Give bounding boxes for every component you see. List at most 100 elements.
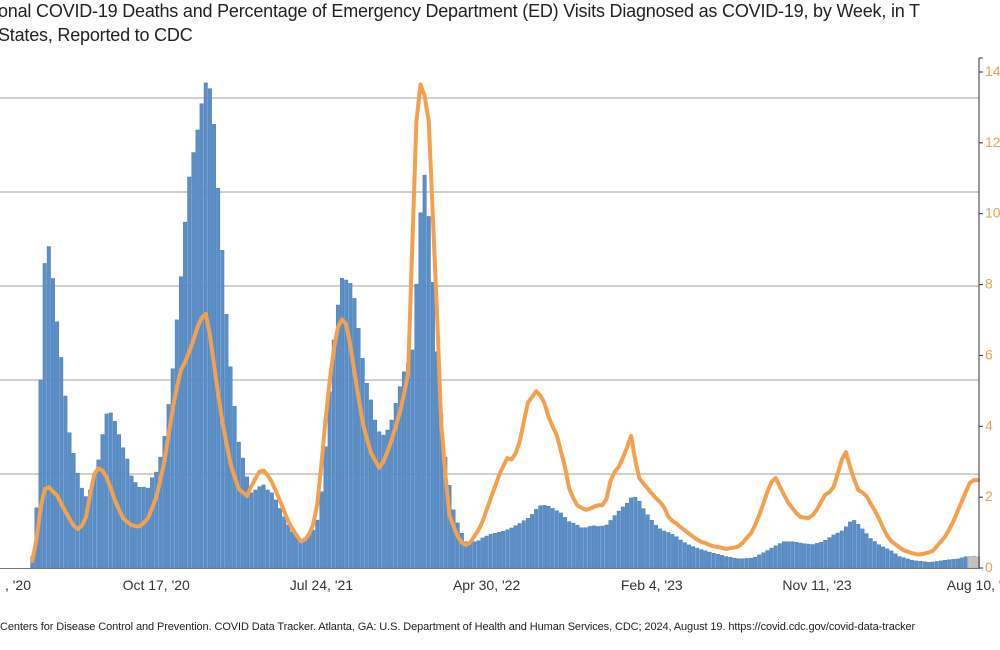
bar bbox=[674, 536, 679, 569]
bar bbox=[476, 540, 481, 569]
bar bbox=[183, 221, 188, 569]
bar bbox=[815, 543, 819, 569]
bar bbox=[782, 541, 786, 569]
bar bbox=[802, 543, 807, 569]
bar bbox=[761, 552, 766, 569]
bar bbox=[550, 508, 555, 569]
bar bbox=[703, 550, 708, 569]
bar bbox=[868, 538, 873, 569]
bar bbox=[620, 506, 625, 569]
source-citation: Centers for Disease Control and Preventi… bbox=[0, 621, 916, 633]
bar bbox=[501, 530, 506, 569]
bar bbox=[687, 544, 691, 569]
right-axis-tick-label: 4 bbox=[985, 417, 993, 433]
bar bbox=[96, 459, 101, 569]
bar bbox=[881, 546, 886, 569]
bar bbox=[707, 551, 712, 569]
bar bbox=[682, 542, 687, 569]
bar bbox=[575, 525, 580, 569]
bar bbox=[492, 533, 497, 569]
bar bbox=[364, 382, 369, 569]
chart-title-line-1: onal COVID-19 Deaths and Percentage of E… bbox=[0, 1, 920, 21]
bar bbox=[100, 434, 105, 569]
bar bbox=[678, 539, 683, 569]
bar bbox=[839, 530, 844, 569]
bar bbox=[691, 546, 696, 569]
bar bbox=[418, 212, 423, 569]
bar bbox=[567, 521, 572, 569]
bar bbox=[699, 549, 704, 569]
right-axis-tick-label: 12 bbox=[985, 134, 1000, 150]
bar bbox=[728, 557, 733, 569]
bar bbox=[278, 508, 283, 569]
bar bbox=[637, 501, 642, 569]
bar bbox=[910, 559, 914, 569]
bar bbox=[773, 545, 778, 569]
bar bbox=[150, 477, 155, 569]
bar bbox=[195, 129, 200, 569]
bar bbox=[509, 527, 514, 569]
bar bbox=[410, 349, 415, 569]
bar bbox=[46, 246, 51, 569]
bar bbox=[633, 497, 638, 569]
bar bbox=[406, 362, 411, 569]
bar bbox=[546, 506, 551, 569]
bar bbox=[265, 489, 270, 569]
bar bbox=[468, 542, 473, 569]
bar bbox=[488, 533, 493, 569]
right-axis: 0 2 4 6 8 10 12 14 bbox=[978, 57, 1000, 575]
x-axis: , '20 Oct 17, '20 Jul 24, '21 Apr 30, '22 Fe… bbox=[0, 568, 1000, 593]
bar bbox=[938, 560, 943, 569]
bar bbox=[199, 103, 204, 569]
bar bbox=[897, 556, 902, 569]
bar bbox=[592, 525, 596, 569]
bar bbox=[174, 319, 179, 569]
bar bbox=[806, 543, 811, 569]
bar bbox=[711, 552, 716, 569]
bar bbox=[538, 505, 543, 569]
bar bbox=[864, 533, 869, 569]
right-axis-tick-label: 2 bbox=[985, 488, 993, 504]
bar bbox=[662, 530, 667, 569]
bar bbox=[63, 395, 68, 569]
bar bbox=[352, 298, 357, 569]
bar bbox=[843, 526, 848, 569]
bar bbox=[860, 528, 865, 569]
bar bbox=[744, 558, 749, 569]
bar bbox=[926, 561, 931, 569]
bar bbox=[757, 554, 762, 569]
bar bbox=[777, 543, 782, 569]
bar bbox=[71, 453, 76, 569]
bar bbox=[282, 516, 287, 569]
bar bbox=[121, 447, 126, 569]
bar bbox=[257, 486, 262, 569]
bar bbox=[426, 216, 431, 569]
bar bbox=[327, 391, 332, 569]
bar bbox=[554, 510, 559, 569]
bar bbox=[955, 558, 960, 569]
bar bbox=[732, 557, 737, 569]
bar bbox=[534, 509, 539, 569]
bar bbox=[823, 539, 828, 569]
bar bbox=[740, 558, 745, 569]
bar bbox=[360, 358, 365, 569]
bar bbox=[943, 560, 947, 569]
bar bbox=[604, 524, 609, 569]
bar bbox=[179, 276, 183, 569]
bar bbox=[831, 534, 836, 569]
bar bbox=[38, 379, 43, 569]
bar bbox=[67, 432, 72, 569]
bar bbox=[240, 457, 245, 569]
bar bbox=[835, 532, 840, 569]
bar bbox=[959, 557, 964, 569]
bar bbox=[51, 278, 55, 569]
right-axis-tick-label: 10 bbox=[985, 205, 1000, 221]
bar bbox=[517, 523, 522, 569]
bar bbox=[918, 561, 923, 569]
bar bbox=[736, 558, 741, 569]
bar bbox=[571, 522, 576, 569]
x-axis-tick-label: Aug 10, '2 bbox=[947, 577, 1000, 593]
bar bbox=[600, 525, 605, 569]
bar bbox=[769, 547, 774, 569]
bar bbox=[232, 406, 237, 569]
